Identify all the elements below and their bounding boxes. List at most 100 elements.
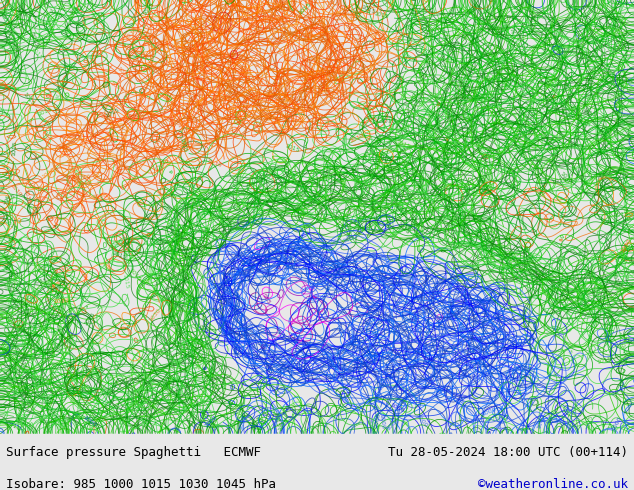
Text: 1015: 1015 (530, 60, 538, 76)
Text: 1015: 1015 (477, 176, 489, 192)
Text: 1015: 1015 (599, 124, 609, 141)
Text: 1030: 1030 (53, 298, 69, 304)
Text: 1015: 1015 (616, 332, 631, 345)
Text: 1015: 1015 (536, 99, 548, 115)
Text: 1000: 1000 (378, 414, 385, 430)
Text: 1015: 1015 (454, 29, 470, 40)
Text: 1015: 1015 (560, 341, 573, 356)
Text: 1030: 1030 (275, 49, 290, 62)
Text: 1015: 1015 (172, 409, 188, 415)
Text: 1030: 1030 (218, 27, 230, 44)
Text: 1015: 1015 (4, 421, 21, 432)
Text: 1015: 1015 (446, 40, 461, 54)
Text: 1015: 1015 (486, 102, 502, 108)
Text: 1015: 1015 (581, 110, 597, 117)
Text: 1015: 1015 (484, 417, 500, 422)
Text: 1015: 1015 (609, 271, 621, 287)
Text: 1030: 1030 (272, 15, 288, 26)
Text: 1015: 1015 (462, 134, 476, 147)
Text: 1000: 1000 (82, 415, 97, 428)
Text: 1000: 1000 (240, 338, 256, 350)
Text: 1015: 1015 (600, 71, 616, 77)
Text: 1015: 1015 (503, 253, 516, 269)
Text: 1015: 1015 (484, 75, 500, 88)
Text: 1030: 1030 (115, 66, 131, 80)
Text: 1015: 1015 (198, 323, 209, 339)
Text: 1000: 1000 (239, 414, 247, 430)
Text: 1015: 1015 (3, 194, 12, 210)
Text: 1015: 1015 (273, 412, 280, 428)
Text: 1015: 1015 (124, 242, 135, 258)
Text: 1000: 1000 (283, 265, 298, 270)
Text: 1030: 1030 (148, 307, 162, 322)
Text: 1015: 1015 (24, 375, 39, 388)
Text: 1015: 1015 (365, 419, 380, 432)
Text: 1030: 1030 (110, 158, 122, 174)
Text: 1030: 1030 (268, 123, 283, 138)
Text: 1015: 1015 (32, 278, 48, 285)
Text: 1000: 1000 (481, 407, 497, 417)
Text: 1030: 1030 (108, 81, 125, 94)
Text: 1000: 1000 (516, 382, 533, 391)
Text: 1000: 1000 (327, 236, 343, 247)
Text: 1030: 1030 (206, 159, 223, 168)
Text: 1000: 1000 (344, 333, 359, 348)
Text: 1015: 1015 (32, 413, 48, 420)
Text: 1015: 1015 (122, 273, 129, 289)
Text: 1015: 1015 (360, 4, 376, 15)
Text: 1015: 1015 (298, 1, 313, 16)
Text: 1015: 1015 (621, 206, 630, 222)
Text: 1000: 1000 (387, 368, 403, 381)
Text: 1000: 1000 (211, 311, 227, 323)
Text: 1015: 1015 (105, 107, 120, 119)
Text: 1030: 1030 (91, 194, 108, 200)
Text: 1030: 1030 (347, 7, 363, 20)
Text: 1015: 1015 (278, 417, 291, 433)
Text: 1030: 1030 (75, 174, 91, 181)
Text: 1000: 1000 (204, 415, 218, 429)
Text: 1015: 1015 (4, 290, 16, 306)
Text: 1015: 1015 (142, 402, 157, 417)
Text: 1015: 1015 (395, 139, 411, 149)
Text: 1000: 1000 (373, 412, 382, 428)
Text: 1015: 1015 (380, 119, 396, 124)
Text: 1015: 1015 (47, 8, 63, 19)
Text: 1030: 1030 (333, 10, 349, 18)
Text: 1015: 1015 (0, 14, 11, 30)
Text: 1000: 1000 (536, 413, 545, 429)
Text: 1000: 1000 (395, 322, 406, 339)
Text: 1015: 1015 (53, 94, 70, 103)
Text: 1030: 1030 (23, 188, 31, 204)
Text: 1030: 1030 (176, 117, 192, 129)
Text: 985: 985 (261, 293, 271, 305)
Text: 1015: 1015 (491, 148, 507, 161)
Text: 1015: 1015 (575, 119, 592, 128)
Text: 1015: 1015 (2, 263, 14, 279)
Text: 1015: 1015 (282, 172, 299, 183)
Text: 1015: 1015 (416, 115, 432, 125)
Text: 1000: 1000 (611, 415, 623, 431)
Text: 1015: 1015 (607, 24, 618, 41)
Text: 1015: 1015 (3, 282, 20, 292)
Text: 1030: 1030 (619, 238, 632, 253)
Text: 1015: 1015 (502, 231, 510, 247)
Text: 1015: 1015 (607, 24, 623, 31)
Text: 1015: 1015 (619, 348, 630, 365)
Text: 1015: 1015 (373, 11, 390, 20)
Text: 1030: 1030 (251, 74, 265, 89)
Text: 1015: 1015 (105, 373, 116, 389)
Text: 1000: 1000 (518, 416, 528, 432)
Text: 1015: 1015 (69, 389, 79, 405)
Text: 1030: 1030 (8, 182, 22, 198)
Text: 1000: 1000 (389, 403, 404, 414)
Text: Tu 28-05-2024 18:00 UTC (00+114): Tu 28-05-2024 18:00 UTC (00+114) (387, 446, 628, 459)
Text: 1030: 1030 (41, 167, 56, 180)
Text: 1015: 1015 (571, 4, 578, 20)
Text: 1015: 1015 (613, 212, 629, 218)
Text: 1015: 1015 (361, 148, 376, 161)
Text: 1000: 1000 (461, 373, 477, 379)
Text: 1015: 1015 (77, 179, 93, 187)
Text: 1015: 1015 (30, 46, 43, 61)
Text: 1000: 1000 (231, 291, 239, 307)
Text: 1015: 1015 (142, 0, 155, 16)
